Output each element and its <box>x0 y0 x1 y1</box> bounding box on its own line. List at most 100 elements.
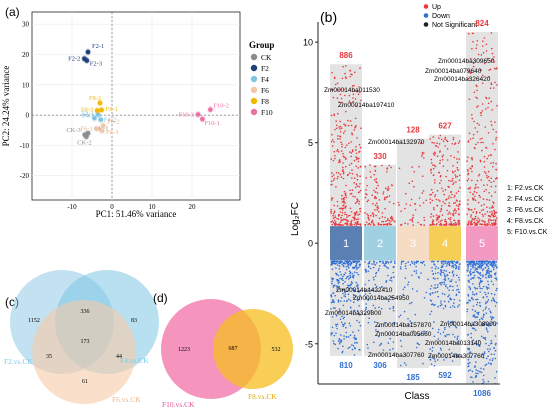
volcano-up-point <box>488 222 490 224</box>
volcano-up-point <box>487 106 489 109</box>
pca-point <box>200 116 205 122</box>
volcano-down-point <box>467 266 469 268</box>
volcano-up-point <box>350 124 353 127</box>
volcano-down-point <box>352 296 355 299</box>
volcano-up-point <box>486 177 489 179</box>
volcano-down-point <box>480 317 483 320</box>
volcano-down-point <box>355 266 358 268</box>
volcano-down-point <box>340 278 343 280</box>
volcano-down-count: 185 <box>406 373 420 382</box>
volcano-down-point <box>485 286 488 288</box>
volcano-down-point <box>495 289 498 292</box>
volcano-up-point <box>354 202 357 205</box>
volcano-down-point <box>477 370 479 372</box>
pca-point-label: F4-3 <box>82 113 94 120</box>
volcano-up-point <box>479 211 481 214</box>
volcano-down-point <box>332 307 335 309</box>
volcano-down-point <box>336 264 339 267</box>
volcano-down-point <box>354 338 356 341</box>
volcano-down-point <box>337 282 340 285</box>
pca-point-label: F6-2 <box>107 119 119 126</box>
volcano-down-point <box>332 277 335 280</box>
volcano-up-point <box>351 150 354 153</box>
volcano-up-point <box>471 179 473 182</box>
volcano-down-point <box>443 300 446 303</box>
volcano-down-point <box>469 288 472 291</box>
volcano-up-point <box>489 216 492 218</box>
volcano-down-point <box>409 320 412 322</box>
volcano-class-legend-item: 1: F2.vs.CK <box>507 185 544 192</box>
volcano-down-point <box>347 265 349 267</box>
volcano-up-point <box>476 179 479 182</box>
volcano-down-point <box>384 297 387 299</box>
volcano-up-point <box>341 143 343 146</box>
volcano-up-point <box>353 216 356 218</box>
volcano-down-point <box>477 266 479 268</box>
volcano-up-point <box>481 137 483 140</box>
volcano-up-point <box>473 208 476 210</box>
volcano-down-point <box>471 370 474 373</box>
volcano-up-point <box>336 177 339 180</box>
volcano-down-point <box>444 335 447 338</box>
volcano-down-point <box>479 370 481 373</box>
volcano-down-point <box>487 265 490 268</box>
volcano-down-point <box>480 274 482 276</box>
volcano-down-point <box>393 323 395 325</box>
volcano-up-point <box>452 183 454 186</box>
volcano-down-point <box>436 290 439 293</box>
volcano-up-point <box>358 223 360 226</box>
volcano-up-point <box>488 97 491 99</box>
volcano-up-point <box>344 218 347 221</box>
pca-points: CK-1CK-2CK-3F2-1F2-2F2-3F4-1F4-2F4-3F6-1… <box>66 43 229 147</box>
volcano-up-point <box>488 76 490 78</box>
volcano-down-point <box>342 325 344 328</box>
volcano-down-point <box>331 262 333 265</box>
volcano-up-point <box>487 223 489 226</box>
volcano-down-point <box>368 317 371 320</box>
volcano-up-point <box>335 186 337 188</box>
volcano-down-point <box>348 278 350 280</box>
volcano-down-point <box>466 260 468 263</box>
volcano-down-point <box>449 298 452 301</box>
volcano-up-point <box>353 177 356 179</box>
volcano-down-point <box>443 283 446 286</box>
volcano-down-point <box>484 261 487 263</box>
volcano-up-point <box>341 224 344 226</box>
volcano-down-point <box>451 262 454 265</box>
volcano-down-point <box>349 263 351 265</box>
volcano-down-point <box>430 303 433 306</box>
volcano-y-axis-label: Log₂FC <box>290 202 301 236</box>
volcano-up-point <box>470 216 472 218</box>
volcano-down-point <box>448 262 451 265</box>
volcano-down-point <box>483 314 485 317</box>
volcano-down-point <box>431 350 434 352</box>
volcano-down-point <box>353 260 356 263</box>
volcano-down-point <box>375 271 378 274</box>
volcano-down-point <box>472 291 474 293</box>
volcano-up-point <box>490 120 492 123</box>
volcano-down-point <box>474 288 477 290</box>
volcano-down-point <box>440 262 443 265</box>
volcano-down-point <box>399 266 402 268</box>
volcano-up-point <box>336 127 338 130</box>
volcano-down-point <box>434 360 437 363</box>
volcano-down-point <box>481 324 483 327</box>
volcano-down-point <box>452 321 455 324</box>
volcano-up-point <box>337 135 339 137</box>
volcano-down-point <box>440 283 442 286</box>
volcano-up-point <box>437 216 439 219</box>
volcano-up-point <box>467 33 470 35</box>
volcano-down-point <box>483 323 486 326</box>
volcano-down-point <box>474 365 476 367</box>
volcano-up-point <box>480 204 483 207</box>
volcano-up-point <box>479 223 481 225</box>
volcano-up-point <box>494 178 497 180</box>
volcano-down-point <box>387 300 390 303</box>
volcano-down-point <box>480 267 483 270</box>
volcano-up-point <box>452 212 455 215</box>
volcano-up-point <box>432 215 435 217</box>
volcano-up-point <box>409 219 412 221</box>
volcano-down-point <box>330 308 332 310</box>
pca-point <box>85 49 91 55</box>
